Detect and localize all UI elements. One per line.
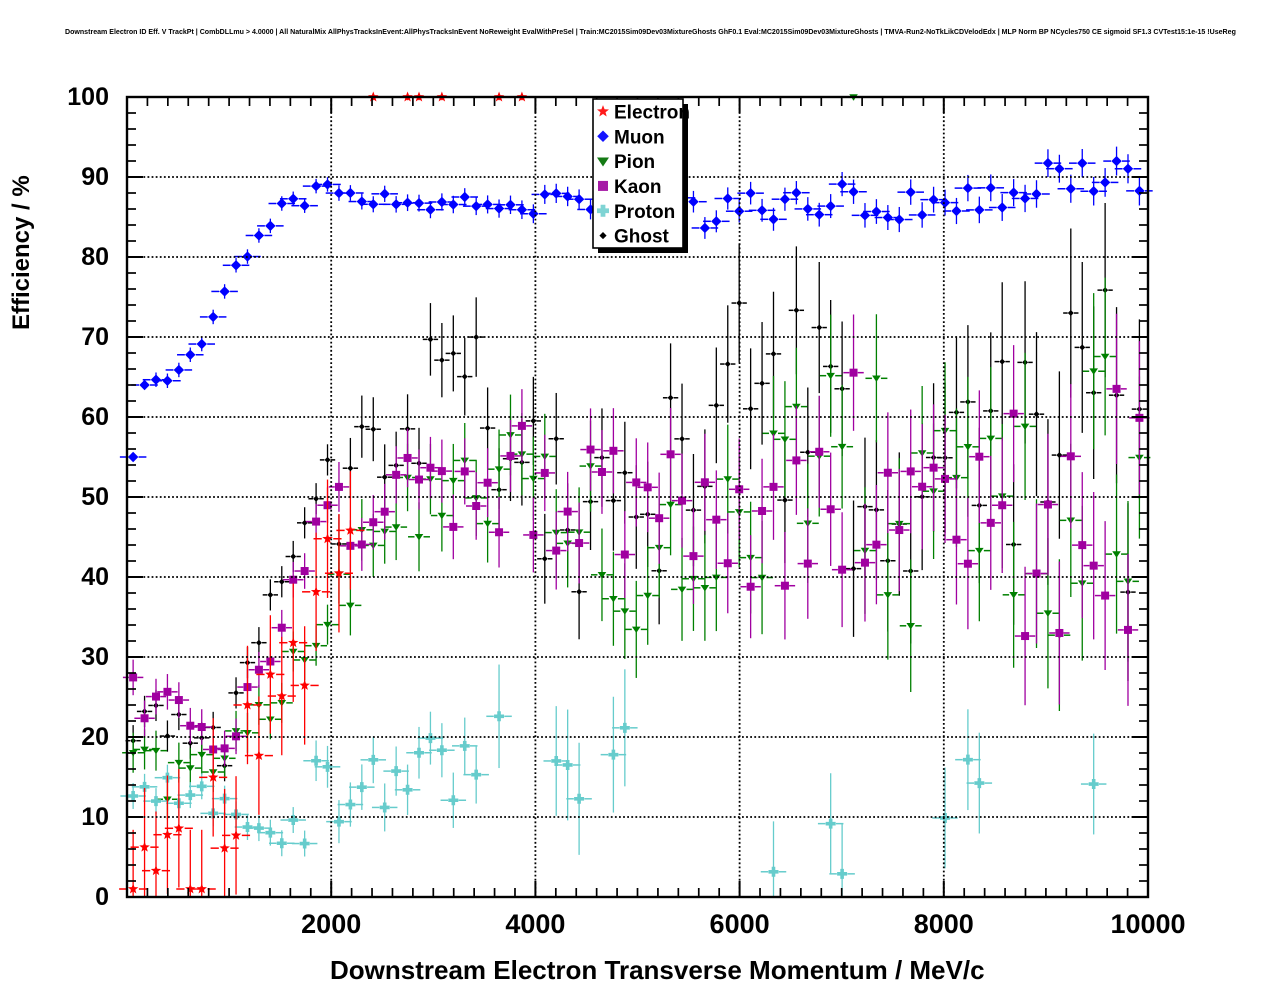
svg-text:20: 20 xyxy=(81,723,109,751)
svg-text:Pion: Pion xyxy=(614,152,655,173)
svg-text:10000: 10000 xyxy=(1110,909,1185,939)
svg-text:60: 60 xyxy=(81,403,109,431)
svg-text:6000: 6000 xyxy=(710,909,770,939)
svg-text:50: 50 xyxy=(81,483,109,511)
svg-text:90: 90 xyxy=(81,163,109,191)
svg-text:Proton: Proton xyxy=(614,202,675,223)
svg-text:8000: 8000 xyxy=(914,909,974,939)
svg-text:10: 10 xyxy=(81,803,109,831)
svg-text:40: 40 xyxy=(81,563,109,591)
svg-text:Muon: Muon xyxy=(614,127,665,148)
svg-text:70: 70 xyxy=(81,323,109,351)
svg-text:80: 80 xyxy=(81,243,109,271)
svg-text:Electron: Electron xyxy=(614,102,690,123)
svg-text:100: 100 xyxy=(67,83,109,111)
svg-text:Ghost: Ghost xyxy=(614,227,670,248)
svg-text:Kaon: Kaon xyxy=(614,177,662,198)
svg-text:30: 30 xyxy=(81,643,109,671)
svg-text:0: 0 xyxy=(95,883,109,911)
svg-text:2000: 2000 xyxy=(301,909,361,939)
svg-text:4000: 4000 xyxy=(505,909,565,939)
